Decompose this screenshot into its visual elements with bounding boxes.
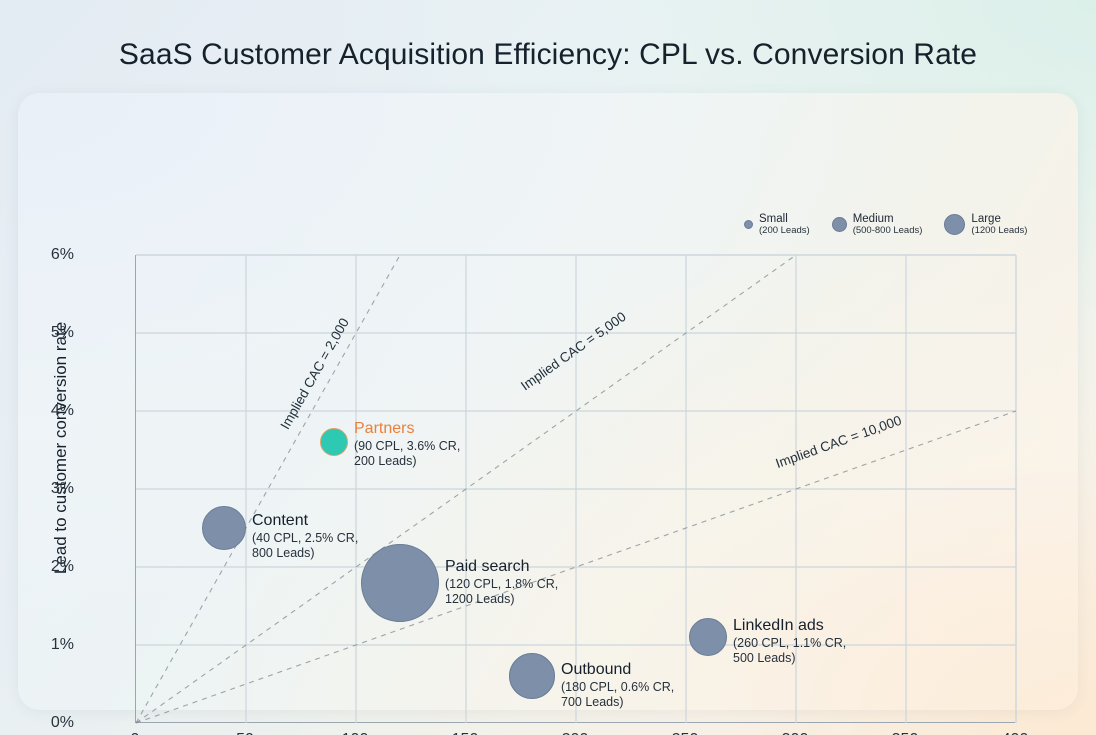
plot-area: Implied CAC = 2,000 Implied CAC = 5,000 Im… xyxy=(135,254,1017,724)
x-axis-tick-label: 400 xyxy=(980,731,1050,735)
x-axis-tick-label: 0 xyxy=(100,731,170,735)
annotation-detail-line2: 800 Leads) xyxy=(252,546,315,561)
reference-line-cac xyxy=(135,254,797,724)
annotation-label: Content xyxy=(252,512,309,529)
annotation-linkedin-ads: LinkedIn ads (260 CPL, 1.1% CR, 500 Leads) xyxy=(733,616,846,666)
annotation-detail-line1: (180 CPL, 0.6% CR, xyxy=(561,680,675,695)
bubble-size-legend: Small (200 Leads) Medium (500-800 Leads) Lar… xyxy=(744,213,1027,237)
y-axis-tick-label: 3% xyxy=(50,480,74,497)
y-axis-tick-label: 6% xyxy=(50,246,74,263)
annotation-detail-line2: 500 Leads) xyxy=(733,651,796,666)
bubble-content[interactable] xyxy=(202,506,246,550)
annotation-content: Content (40 CPL, 2.5% CR, 800 Leads) xyxy=(252,511,358,561)
annotation-detail-line1: (120 CPL, 1.8% CR, xyxy=(445,576,559,591)
page-title: SaaS Customer Acquisition Efficiency: CP… xyxy=(118,38,978,71)
annotation-paid-search: Paid search (120 CPL, 1.8% CR, 1200 Leads) xyxy=(445,557,558,607)
annotation-detail-line1: (90 CPL, 3.6% CR, xyxy=(354,439,461,454)
y-axis-tick-label: 1% xyxy=(50,636,74,653)
annotation-detail-line2: 200 Leads) xyxy=(354,454,417,469)
legend-item-sublabel: (200 Leads) xyxy=(759,224,810,236)
reference-line-label: Implied CAC = 10,000 xyxy=(774,413,904,471)
bubble-linkedin-ads[interactable] xyxy=(689,618,727,657)
y-axis-tick-label: 2% xyxy=(50,558,74,575)
legend-item-text: Small (200 Leads) xyxy=(759,213,810,237)
bubble-outbound[interactable] xyxy=(509,653,555,700)
legend-bubble-icon xyxy=(944,214,966,236)
legend-item-large[interactable]: Large (1200 Leads) xyxy=(944,213,1027,237)
annotation-detail-line2: 1200 Leads) xyxy=(445,591,515,606)
annotation-label: Partners xyxy=(354,420,415,438)
legend-item-text: Large (1200 Leads) xyxy=(971,213,1027,237)
annotation-label: LinkedIn ads xyxy=(733,617,824,635)
x-axis-tick-label: 50 xyxy=(210,731,280,735)
x-axis-tick-label: 150 xyxy=(430,731,500,735)
x-axis-tick-label: 100 xyxy=(320,731,390,735)
annotation-partners: Partners (90 CPL, 3.6% CR, 200 Leads) xyxy=(354,419,460,469)
annotation-outbound: Outbound (180 CPL, 0.6% CR, 700 Leads) xyxy=(561,660,674,710)
legend-item-sublabel: (500-800 Leads) xyxy=(852,224,923,236)
bubble-partners[interactable] xyxy=(320,428,348,457)
y-axis-title: Lead to customer conversion rate xyxy=(51,321,70,575)
annotation-label: Paid search xyxy=(445,557,530,575)
annotation-detail-line1: (40 CPL, 2.5% CR, xyxy=(252,531,359,546)
legend-bubble-icon xyxy=(831,217,847,233)
y-axis-tick-label: 4% xyxy=(50,402,74,419)
x-axis-tick-label: 250 xyxy=(650,731,720,735)
legend-item-text: Medium (500-800 Leads) xyxy=(853,213,923,237)
legend-item-label: Small xyxy=(759,213,788,225)
annotation-detail-line1: (260 CPL, 1.1% CR, xyxy=(733,636,847,651)
x-axis-tick-label: 350 xyxy=(870,731,940,735)
legend-bubble-icon xyxy=(744,220,753,230)
x-axis-tick-label: 200 xyxy=(540,731,610,735)
annotation-label: Outbound xyxy=(561,661,632,679)
annotation-detail-line2: 700 Leads) xyxy=(561,695,624,710)
bubble-paid-search[interactable] xyxy=(361,543,439,622)
y-axis-tick-label: 5% xyxy=(50,324,74,341)
y-axis-tick-label: 0% xyxy=(50,714,74,731)
plot-svg: Implied CAC = 2,000 Implied CAC = 5,000Im… xyxy=(135,254,1017,724)
legend-item-small[interactable]: Small (200 Leads) xyxy=(744,213,810,237)
x-axis-tick-label: 300 xyxy=(760,731,830,735)
legend-item-label: Medium xyxy=(852,213,894,225)
chart-card: Small (200 Leads) Medium (500-800 Leads) Lar… xyxy=(18,93,1078,735)
legend-item-sublabel: (1200 Leads) xyxy=(971,224,1028,236)
legend-item-medium[interactable]: Medium (500-800 Leads) xyxy=(831,213,923,237)
reference-line-label: Implied CAC = 5,000 xyxy=(518,309,629,394)
legend-item-label: Large xyxy=(971,213,1001,225)
